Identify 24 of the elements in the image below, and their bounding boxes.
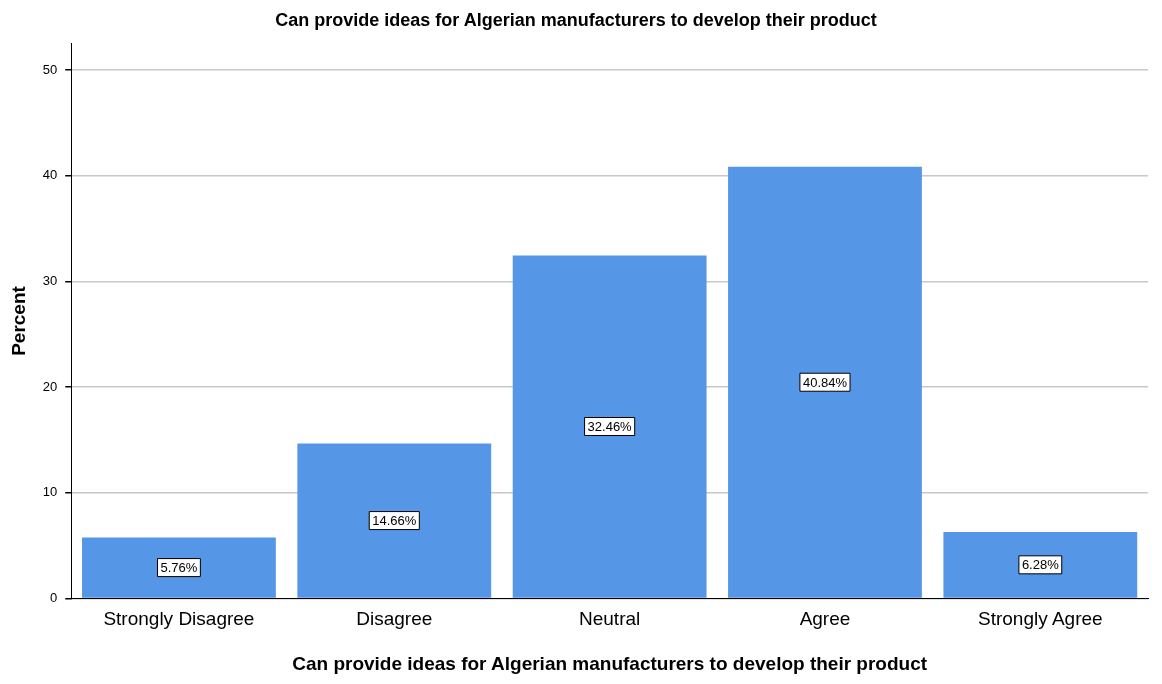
y-tick-label: 40: [42, 167, 58, 183]
data-label: 40.84%: [802, 374, 848, 390]
y-tick-label: 50: [42, 61, 58, 77]
x-tick-label: Agree: [799, 608, 851, 630]
chart-title: Can provide ideas for Algerian manufacturers to develop their product: [275, 9, 877, 30]
data-label: 5.76%: [160, 560, 198, 576]
bar: [728, 166, 922, 598]
y-tick-label: 20: [42, 378, 58, 394]
bar: [82, 537, 276, 598]
data-label: 6.28%: [1021, 557, 1060, 573]
y-axis-title: Percent: [7, 285, 29, 356]
data-label: 14.66%: [372, 513, 417, 529]
x-axis-title: Can provide ideas for Algerian manufacturers to develop their product: [292, 652, 928, 674]
x-tick-label: Disagree: [356, 608, 433, 630]
x-tick-label: Strongly Disagree: [103, 608, 255, 630]
y-tick-label: 30: [42, 272, 58, 288]
x-tick-label: Strongly Agree: [978, 608, 1103, 630]
y-tick-label: 10: [42, 484, 58, 500]
data-label: 32.46%: [587, 419, 633, 435]
y-tick-label: 0: [50, 589, 58, 605]
bar: [297, 443, 492, 598]
x-tick-label: Neutral: [579, 608, 641, 630]
bar: [943, 532, 1138, 598]
bar: [512, 255, 707, 598]
